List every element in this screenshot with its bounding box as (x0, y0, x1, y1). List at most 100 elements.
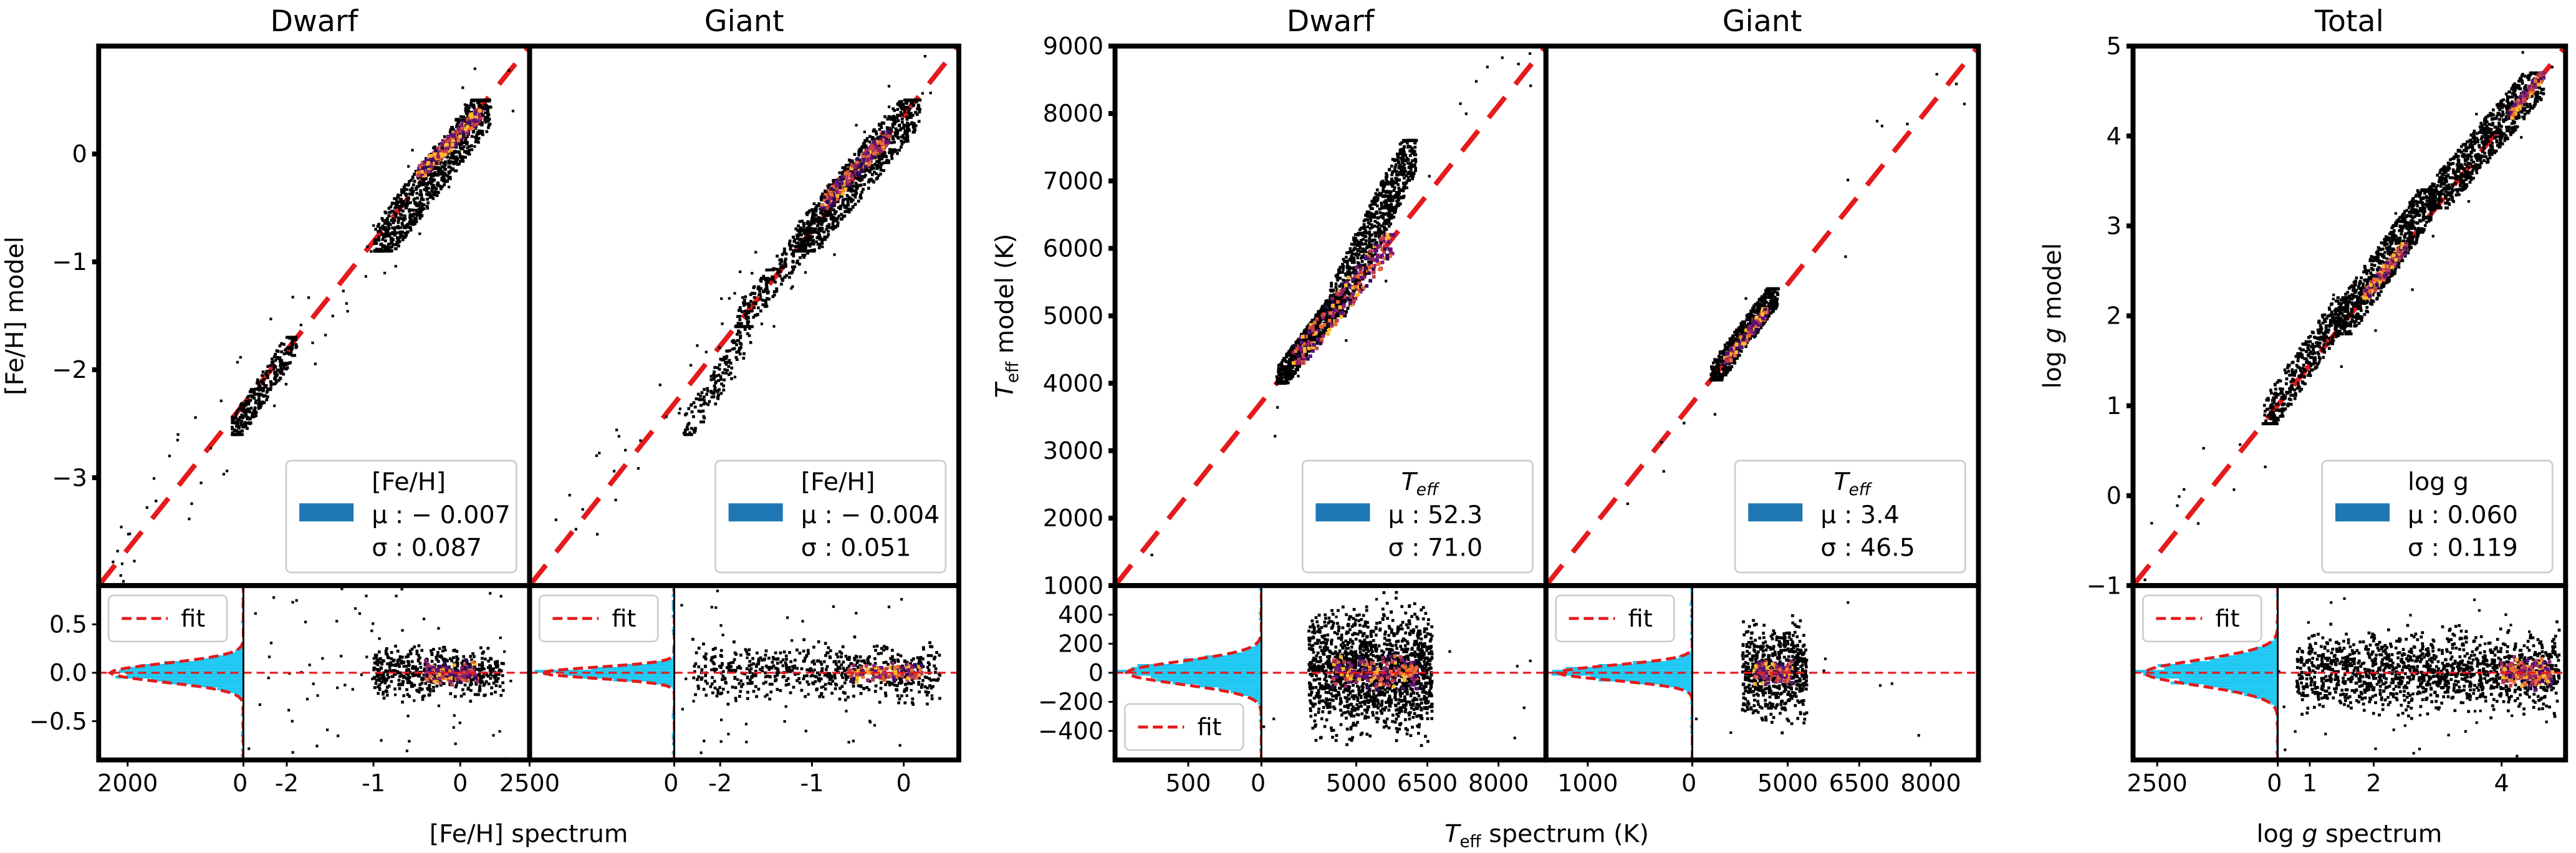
feh_giant-resid-point (840, 652, 843, 655)
feh_giant-resid-point (776, 688, 779, 691)
feh_giant-point (901, 103, 905, 106)
feh_giant-resid-point (756, 652, 759, 655)
feh_giant-resid-point (716, 692, 719, 695)
feh_giant-resid-point (935, 679, 938, 682)
feh_giant-hist-xtick-label: 0 (663, 769, 678, 798)
feh_dwarf-resid-point (469, 700, 472, 703)
feh_giant-resid-outlier (931, 694, 933, 696)
feh_giant-resid-point (734, 686, 738, 689)
feh_giant-point (812, 243, 815, 246)
feh_dwarf-outlier-point (239, 356, 242, 359)
feh_dwarf-point (384, 239, 387, 243)
feh_giant-point (718, 364, 721, 367)
feh_dwarf-resid-density (466, 678, 470, 682)
feh_giant-point (891, 150, 894, 153)
feh_dwarf-point (485, 105, 488, 108)
feh_dwarf-point (277, 357, 280, 360)
feh_dwarf-resid-point (386, 686, 389, 689)
feh_dwarf-point (274, 359, 277, 362)
feh_giant-outlier-point (791, 286, 794, 288)
feh_giant-resid-point (860, 692, 863, 695)
feh_giant-point (883, 115, 887, 118)
feh_dwarf-hist-bar (126, 667, 243, 670)
feh_dwarf-resid-point (379, 657, 382, 660)
feh_giant-point (752, 302, 756, 305)
feh_dwarf-point (415, 188, 418, 191)
feh_giant-point (794, 228, 797, 231)
feh_dwarf-resid-point (421, 698, 425, 701)
feh_dwarf-point (286, 336, 289, 339)
feh_dwarf-resid-point (486, 647, 489, 650)
feh_giant-point (873, 171, 876, 174)
feh_giant-resid-point (749, 671, 752, 674)
feh_giant-outlier-point (555, 519, 557, 521)
feh_giant-resid-point (799, 652, 802, 655)
feh_dwarf-resid-point (490, 658, 493, 661)
feh_giant-resid-outlier (910, 689, 913, 692)
feh_giant-resid-point (722, 688, 725, 691)
feh_dwarf-point (398, 208, 401, 211)
feh_dwarf-point (487, 126, 490, 129)
feh_giant-resid-point (868, 655, 871, 658)
feh_giant-point (817, 202, 820, 205)
feh_dwarf-point (403, 214, 406, 218)
feh_giant-point (818, 246, 821, 249)
feh_giant-resid-point (889, 657, 892, 660)
feh_giant-resid-density (901, 675, 905, 678)
feh_dwarf-resid-density (468, 673, 472, 677)
feh_giant-resid-density (910, 676, 914, 680)
feh_giant-resid-xtick-label: 0 (896, 769, 911, 798)
feh_giant-resid-point (794, 658, 797, 662)
feh_giant-resid-point (907, 682, 910, 685)
feh_giant-resid-outlier (892, 683, 894, 685)
feh_giant-resid-point (842, 660, 845, 663)
feh_giant-point (744, 296, 747, 299)
feh_dwarf-point (231, 432, 234, 435)
feh_giant-point (824, 190, 827, 193)
feh_giant-resid-point (856, 661, 859, 664)
teff_dwarf-outlier-point (1151, 554, 1153, 556)
feh_giant-resid-point (713, 668, 716, 672)
feh_dwarf-resid-point (481, 664, 484, 667)
feh_giant-density-point (829, 196, 832, 200)
feh_giant-point (694, 427, 697, 430)
feh_giant-density-point (838, 191, 842, 195)
feh_giant-resid-density (905, 663, 908, 667)
feh_giant-point (730, 377, 733, 380)
feh_giant-density-point (873, 152, 877, 155)
feh_dwarf-resid-point (417, 654, 420, 657)
feh_dwarf-point (401, 231, 404, 234)
feh_giant-resid-outlier (699, 751, 702, 754)
feh_giant-density-point (822, 196, 826, 200)
feh_dwarf-outlier-point (120, 574, 122, 577)
feh_giant-resid-outlier (685, 678, 687, 680)
feh_giant-resid-point (896, 653, 900, 656)
feh_dwarf-density-point (478, 109, 481, 113)
feh_dwarf-density-point (434, 148, 438, 152)
feh_giant-resid-density (906, 677, 910, 680)
feh_giant-point (698, 398, 701, 402)
feh_dwarf-point (382, 226, 385, 229)
feh_dwarf-point (266, 370, 269, 373)
feh_dwarf-resid-point (377, 692, 380, 695)
feh_giant-point (888, 151, 891, 154)
feh_dwarf-point (443, 135, 446, 138)
feh_giant-resid-density (876, 675, 880, 679)
feh_dwarf-outlier-point (311, 342, 314, 344)
feh_dwarf-resid-outlier (337, 735, 339, 737)
feh_dwarf-point (419, 207, 422, 210)
feh_dwarf-point (285, 367, 288, 370)
feh_giant-point (764, 305, 767, 308)
feh_dwarf-point (418, 183, 421, 186)
feh_dwarf-resid-point (402, 660, 405, 663)
feh_giant-resid-xtick-label: -1 (800, 769, 824, 798)
feh_giant-resid-point (711, 682, 714, 685)
feh_giant-resid-point (713, 680, 716, 683)
teff_dwarf-outlier-point (1345, 339, 1347, 342)
feh_giant-point (814, 230, 817, 233)
feh_giant-point (739, 352, 742, 355)
feh_dwarf-point (243, 407, 246, 410)
feh_dwarf-point (264, 394, 267, 397)
feh_dwarf-resid-point (387, 676, 390, 679)
